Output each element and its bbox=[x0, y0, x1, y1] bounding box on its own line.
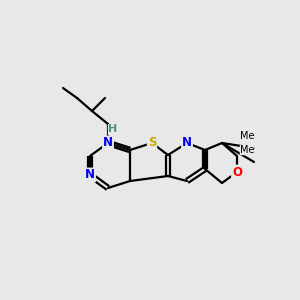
Text: H: H bbox=[108, 124, 118, 134]
Text: N: N bbox=[103, 136, 113, 149]
Text: N: N bbox=[182, 136, 192, 149]
Text: S: S bbox=[148, 136, 156, 149]
Text: N: N bbox=[85, 169, 95, 182]
Text: O: O bbox=[232, 166, 242, 178]
Text: Me: Me bbox=[240, 145, 254, 155]
Text: Me: Me bbox=[240, 131, 254, 141]
